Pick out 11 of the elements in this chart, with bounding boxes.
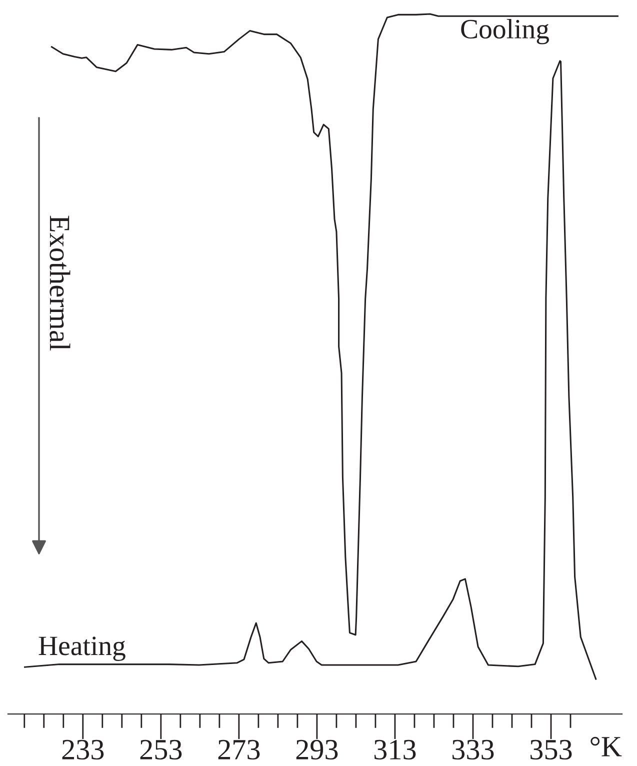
x-tick-label: 273 [218,740,260,760]
series-label: Cooling [461,19,549,44]
x-tick-label: 313 [374,740,416,760]
x-tick-label: 333 [452,740,494,760]
annotation: Exothermal [50,216,70,350]
x-tick-label: 253 [140,740,182,760]
series-label: Heating [38,636,126,661]
x-tick-label: 353 [530,740,572,760]
x-tick-label: 293 [296,740,338,760]
x-axis-title: °K [590,736,622,756]
x-tick-label: 233 [62,740,104,760]
